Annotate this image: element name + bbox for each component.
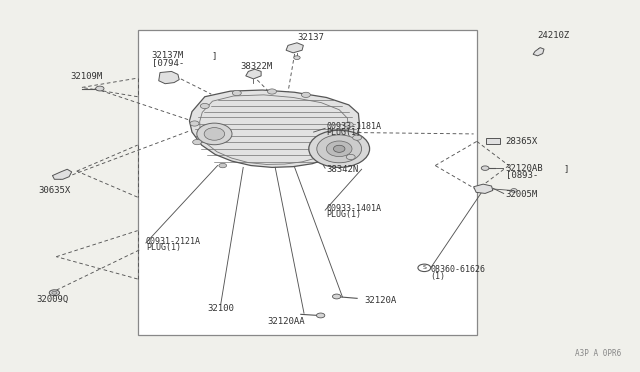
Ellipse shape <box>346 154 355 160</box>
Text: 32109M: 32109M <box>70 72 102 81</box>
Polygon shape <box>189 90 360 167</box>
Ellipse shape <box>418 264 431 272</box>
Ellipse shape <box>49 290 60 296</box>
Bar <box>486 138 500 144</box>
Ellipse shape <box>52 291 57 294</box>
Text: [0794-: [0794- <box>152 58 184 67</box>
Ellipse shape <box>193 140 202 145</box>
Text: 32137: 32137 <box>298 33 324 42</box>
Ellipse shape <box>326 141 352 157</box>
Text: 00931-2121A: 00931-2121A <box>146 237 201 246</box>
Text: 38342N: 38342N <box>326 165 358 174</box>
Text: 00933-1401A: 00933-1401A <box>326 204 381 213</box>
Text: 32120AB: 32120AB <box>506 164 543 173</box>
Text: 00933-1181A: 00933-1181A <box>326 122 381 131</box>
Ellipse shape <box>96 86 104 91</box>
Ellipse shape <box>511 189 517 192</box>
Text: (1): (1) <box>430 272 445 280</box>
Text: PLUG(1): PLUG(1) <box>326 210 362 219</box>
Text: ]: ] <box>563 164 568 173</box>
Text: 08360-61626: 08360-61626 <box>430 265 485 274</box>
Polygon shape <box>286 43 303 53</box>
Bar <box>138 30 477 335</box>
Text: PLUG(1): PLUG(1) <box>146 243 181 252</box>
Polygon shape <box>52 169 72 179</box>
Ellipse shape <box>316 313 325 318</box>
Ellipse shape <box>190 121 199 126</box>
Text: ]: ] <box>211 51 216 60</box>
Ellipse shape <box>294 56 300 60</box>
Polygon shape <box>474 184 493 193</box>
Text: 24210Z: 24210Z <box>538 31 570 40</box>
Text: A3P A 0PR6: A3P A 0PR6 <box>575 349 621 358</box>
Polygon shape <box>159 71 179 84</box>
Text: 38322M: 38322M <box>240 62 272 71</box>
Ellipse shape <box>219 163 227 168</box>
Text: 32120AA: 32120AA <box>268 317 305 326</box>
Ellipse shape <box>301 92 310 97</box>
Text: [0893-: [0893- <box>506 170 538 179</box>
Text: 28365X: 28365X <box>506 137 538 146</box>
Text: 32120A: 32120A <box>365 296 397 305</box>
Ellipse shape <box>200 103 209 109</box>
Ellipse shape <box>309 130 370 167</box>
Text: PLUG(1): PLUG(1) <box>326 128 362 137</box>
Text: 30635X: 30635X <box>38 186 70 195</box>
Ellipse shape <box>268 89 276 94</box>
Ellipse shape <box>481 166 489 170</box>
Ellipse shape <box>353 135 362 140</box>
Text: 32009Q: 32009Q <box>36 295 68 304</box>
Ellipse shape <box>344 122 353 127</box>
Polygon shape <box>533 48 544 56</box>
Ellipse shape <box>197 123 232 145</box>
Ellipse shape <box>317 135 362 163</box>
Text: 32100: 32100 <box>207 304 234 312</box>
Text: 32137M: 32137M <box>152 51 184 60</box>
Ellipse shape <box>333 145 345 153</box>
Text: 32005M: 32005M <box>506 190 538 199</box>
Polygon shape <box>246 69 261 79</box>
Ellipse shape <box>232 90 241 96</box>
Ellipse shape <box>333 294 341 299</box>
Ellipse shape <box>204 128 225 140</box>
Text: S: S <box>422 265 426 270</box>
